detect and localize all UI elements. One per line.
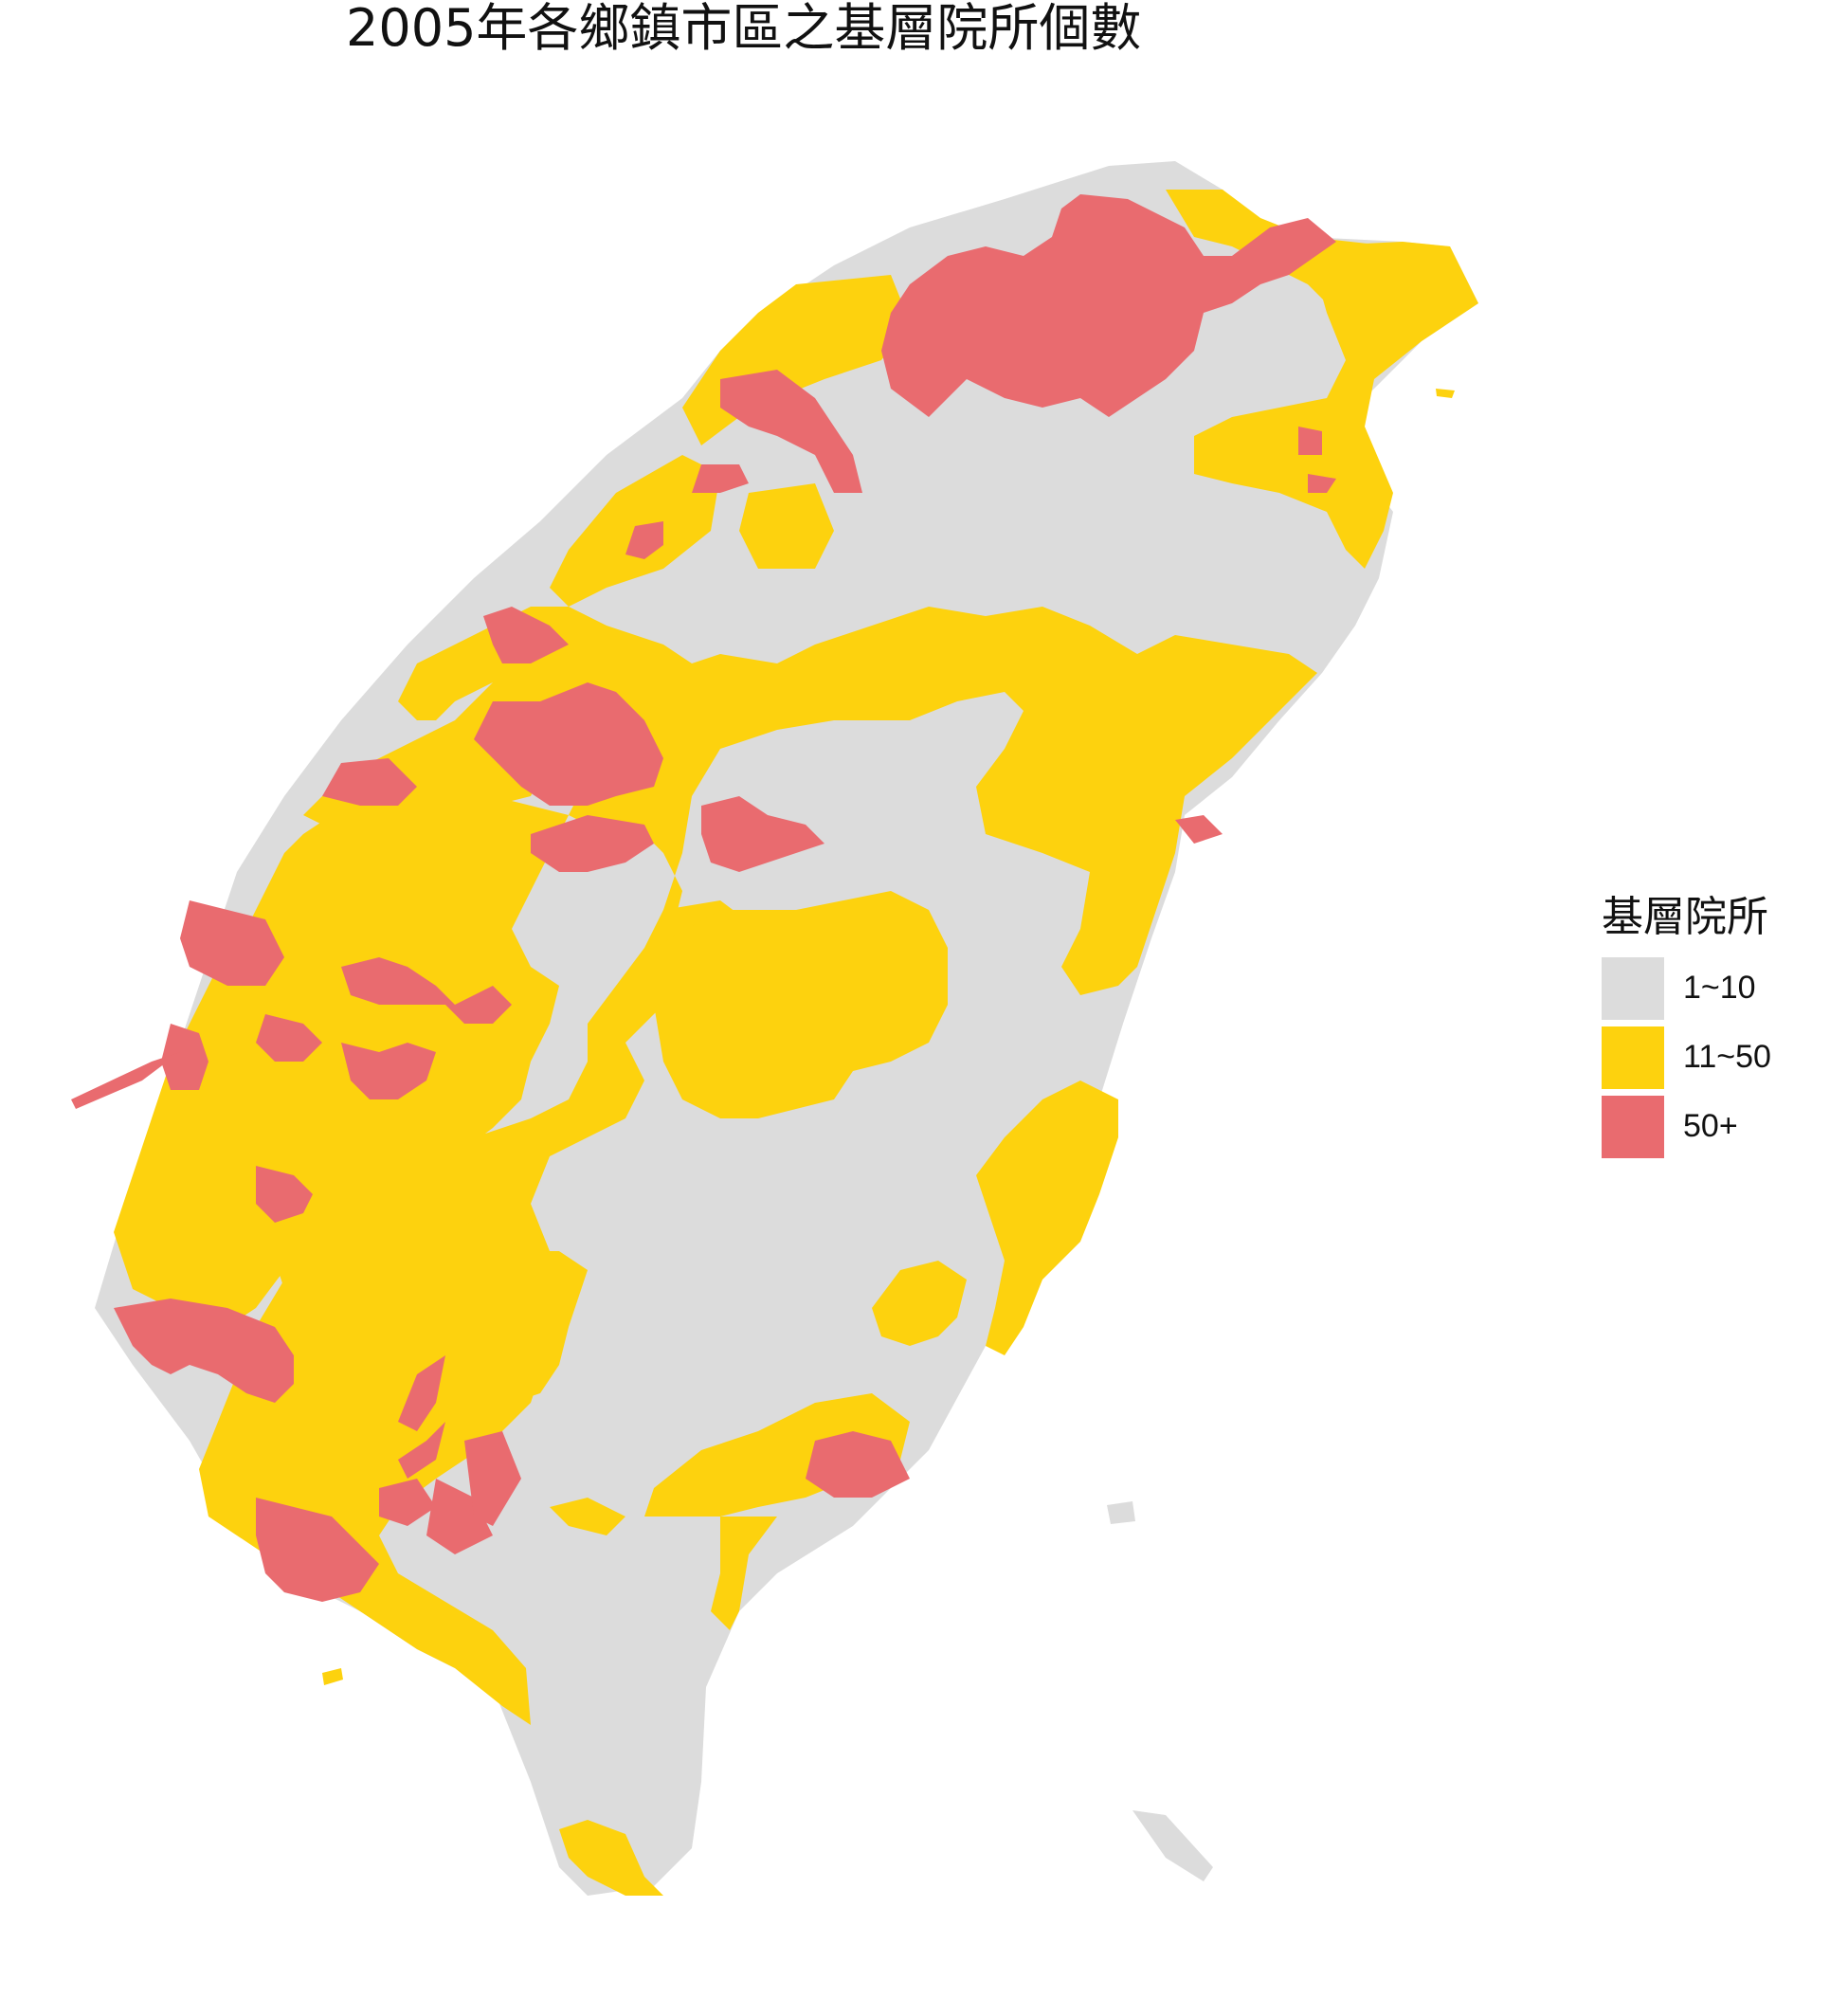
legend-swatch-11-50 — [1602, 1026, 1664, 1089]
legend-label: 50+ — [1683, 1108, 1738, 1144]
legend-swatch-50-plus — [1602, 1095, 1664, 1158]
ne-islet — [1436, 389, 1455, 398]
legend-item: 11~50 — [1602, 1023, 1771, 1092]
legend-label: 1~10 — [1683, 970, 1756, 1006]
legend-item: 1~10 — [1602, 954, 1771, 1023]
legend-item: 50+ — [1602, 1092, 1771, 1161]
orchid-island — [1132, 1810, 1213, 1881]
category-50-plus-regions — [71, 194, 1336, 1602]
legend-swatch-1-10 — [1602, 956, 1664, 1020]
legend-label: 11~50 — [1683, 1039, 1771, 1075]
map-title: 2005年各鄉鎮市區之基層院所個數 — [346, 0, 1142, 58]
green-island — [1107, 1501, 1135, 1524]
map-legend: 基層院所 1~10 11~50 50+ — [1602, 891, 1771, 1161]
legend-title: 基層院所 — [1602, 893, 1768, 941]
liuqiu-island — [322, 1668, 343, 1685]
